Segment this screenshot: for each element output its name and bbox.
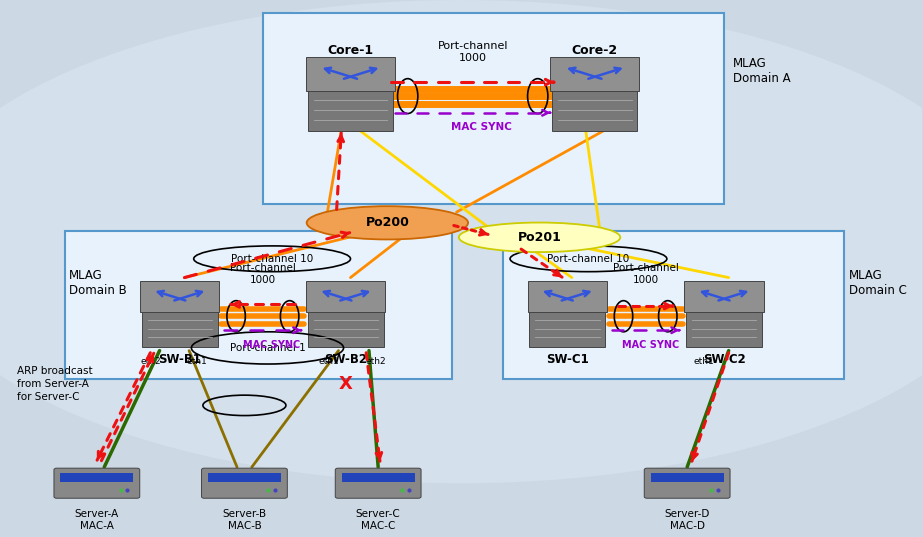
Text: Po201: Po201 — [518, 231, 561, 244]
Text: Port-channel
1000: Port-channel 1000 — [230, 263, 295, 285]
Text: Server-B
MAC-B: Server-B MAC-B — [222, 509, 267, 531]
Text: MAC SYNC: MAC SYNC — [244, 340, 301, 350]
Text: Core-2: Core-2 — [572, 45, 618, 57]
FancyBboxPatch shape — [553, 89, 638, 131]
Text: Server-C
MAC-C: Server-C MAC-C — [355, 509, 401, 531]
FancyBboxPatch shape — [685, 281, 763, 312]
Text: MLAG
Domain A: MLAG Domain A — [733, 56, 791, 85]
FancyBboxPatch shape — [201, 468, 287, 498]
Text: Port-channel 10: Port-channel 10 — [231, 254, 313, 264]
FancyBboxPatch shape — [142, 310, 218, 347]
Text: ARP broadcast
from Server-A
for Server-C: ARP broadcast from Server-A for Server-C — [17, 366, 92, 402]
FancyBboxPatch shape — [528, 281, 606, 312]
FancyBboxPatch shape — [54, 468, 139, 498]
Text: eth2: eth2 — [366, 357, 386, 366]
Bar — [60, 473, 133, 482]
Text: SW-B1: SW-B1 — [159, 353, 201, 366]
Text: Server-A
MAC-A: Server-A MAC-A — [75, 509, 119, 531]
Ellipse shape — [306, 206, 468, 240]
Text: MAC SYNC: MAC SYNC — [621, 340, 679, 350]
Text: eth1: eth1 — [186, 357, 207, 366]
FancyBboxPatch shape — [306, 56, 395, 91]
Text: Port-channel 10: Port-channel 10 — [547, 254, 629, 264]
Text: MLAG
Domain C: MLAG Domain C — [848, 268, 906, 296]
FancyBboxPatch shape — [308, 89, 393, 131]
Ellipse shape — [459, 222, 620, 252]
Text: MLAG
Domain B: MLAG Domain B — [69, 268, 127, 296]
FancyBboxPatch shape — [686, 310, 761, 347]
Bar — [342, 473, 414, 482]
Bar — [65, 231, 452, 379]
Text: eth1: eth1 — [693, 357, 714, 366]
Text: SW-B2: SW-B2 — [324, 353, 367, 366]
FancyBboxPatch shape — [644, 468, 730, 498]
Text: Server-D
MAC-D: Server-D MAC-D — [665, 509, 710, 531]
FancyBboxPatch shape — [306, 281, 386, 312]
FancyBboxPatch shape — [335, 468, 421, 498]
FancyBboxPatch shape — [140, 281, 220, 312]
Bar — [208, 473, 281, 482]
Bar — [503, 231, 844, 379]
Text: MAC SYNC: MAC SYNC — [451, 122, 512, 132]
Text: Port-channel
1000: Port-channel 1000 — [438, 41, 508, 63]
Text: Port-channel
1000: Port-channel 1000 — [613, 263, 678, 285]
Text: eth2: eth2 — [140, 357, 161, 366]
Text: eth1: eth1 — [319, 357, 340, 366]
Text: X: X — [339, 375, 353, 393]
Text: Po200: Po200 — [366, 216, 409, 229]
Text: Core-1: Core-1 — [328, 45, 374, 57]
Ellipse shape — [0, 0, 923, 483]
FancyBboxPatch shape — [530, 310, 605, 347]
FancyBboxPatch shape — [308, 310, 384, 347]
Bar — [263, 13, 724, 204]
Text: SW-C2: SW-C2 — [702, 353, 746, 366]
FancyBboxPatch shape — [550, 56, 640, 91]
Bar — [651, 473, 724, 482]
Text: Port-channel 1: Port-channel 1 — [230, 343, 306, 353]
Text: SW-C1: SW-C1 — [545, 353, 589, 366]
